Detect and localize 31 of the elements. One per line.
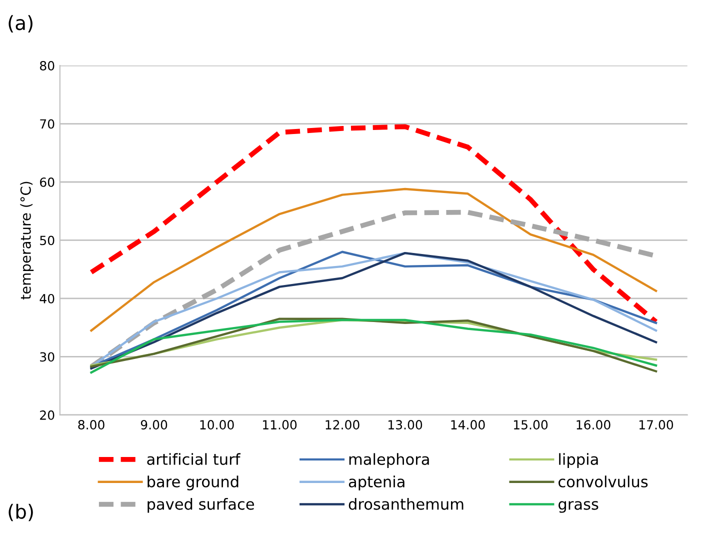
legend-label: aptenia xyxy=(348,476,404,490)
x-tick-label: 11.00 xyxy=(263,420,297,430)
legend-label: grass xyxy=(558,501,598,513)
x-tick-label: 9.00 xyxy=(140,420,168,430)
y-axis-title: temperature (°C) xyxy=(20,182,34,300)
legend-label: artificial turf xyxy=(147,453,241,465)
x-tick-label: 17.00 xyxy=(639,420,674,430)
y-tick-label: 70 xyxy=(40,119,54,129)
legend-label: bare ground xyxy=(148,476,238,490)
legend-label: paved surface xyxy=(148,498,254,513)
legend-label: drosanthemum xyxy=(348,498,464,510)
x-tick-label: 15.00 xyxy=(514,420,548,430)
text: (b) xyxy=(8,504,33,522)
line-series xyxy=(88,124,658,324)
x-tick-label: 14.00 xyxy=(451,420,485,430)
legend-label: lippia xyxy=(559,453,598,468)
legend-label: malephora xyxy=(349,453,429,468)
y-tick-label: 30 xyxy=(40,352,54,362)
text: (a) xyxy=(8,15,32,32)
x-tick-label: 12.00 xyxy=(326,420,360,430)
y-tick-label: 80 xyxy=(40,60,54,70)
legend-label: convolvulus xyxy=(558,476,648,488)
x-tick-label: 10.00 xyxy=(200,420,234,430)
y-tick-label: 20 xyxy=(40,410,54,420)
x-tick-label: 16.00 xyxy=(576,420,610,430)
x-tick-label: 13.00 xyxy=(388,420,422,430)
y-tick-label: 50 xyxy=(40,236,54,246)
x-tick-label: 8.00 xyxy=(78,420,104,430)
line-series xyxy=(90,188,658,332)
y-tick-label: 60 xyxy=(40,177,54,187)
y-tick-label: 40 xyxy=(40,294,54,304)
